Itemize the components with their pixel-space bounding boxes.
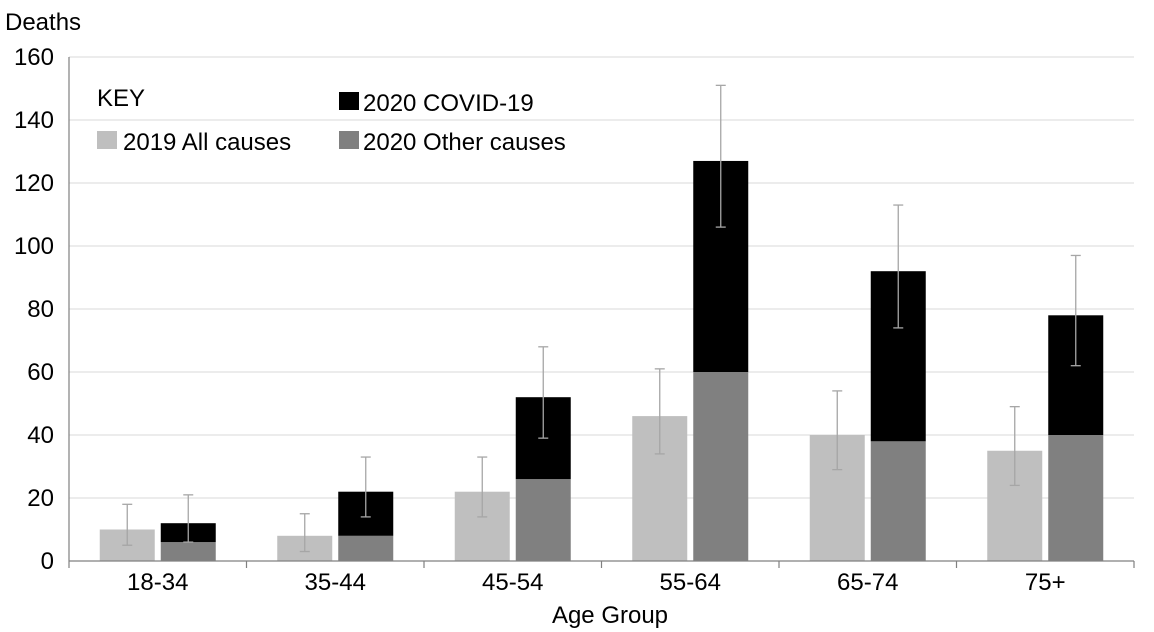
error-bar (715, 84, 726, 228)
error-bars (122, 84, 1081, 553)
legend-label: 2020 Other causes (363, 129, 566, 156)
error-bar (1070, 254, 1081, 367)
x-axis-label: Age Group (552, 602, 668, 629)
y-tick-label: 0 (41, 548, 54, 575)
x-tick-labels: 18-34 35-44 45-54 55-64 65-74 75+ (127, 569, 1066, 596)
x-tick-label: 45-54 (482, 569, 543, 596)
error-bar (1009, 405, 1020, 487)
error-bar (122, 503, 133, 546)
legend-item: 2020 COVID-19 (339, 90, 534, 117)
legend-item: 2019 All causes (97, 129, 291, 156)
axes (68, 57, 1135, 568)
error-bar (893, 204, 904, 329)
legend-label: 2020 COVID-19 (363, 90, 534, 117)
legend-swatch (339, 92, 359, 110)
y-axis-label: Deaths (5, 9, 81, 36)
y-tick-label: 100 (14, 233, 54, 260)
legend-title: KEY (97, 85, 145, 112)
bar-2020-other-causes (515, 479, 571, 561)
x-tick-label: 65-74 (837, 569, 898, 596)
y-tick-label: 160 (14, 44, 54, 71)
legend-swatch (339, 131, 359, 149)
x-tick-label: 18-34 (127, 569, 188, 596)
y-tick-label: 40 (27, 422, 54, 449)
bar-2020-other-causes (338, 535, 394, 561)
y-tick-labels: 0 20 40 60 80 100 120 140 160 (14, 44, 54, 575)
error-bar (832, 390, 843, 471)
error-bar (360, 456, 371, 518)
bars (99, 160, 1104, 561)
bar-2020-other-causes (160, 542, 216, 561)
legend-item: 2020 Other causes (339, 129, 566, 156)
error-bar (654, 368, 665, 455)
error-bar (538, 346, 549, 439)
legend: KEY 2020 COVID-19 2019 All causes 2020 Oth… (97, 85, 566, 156)
gridlines (69, 56, 1134, 499)
y-tick-label: 120 (14, 170, 54, 197)
x-tick-label: 75+ (1025, 569, 1066, 596)
error-bar (299, 513, 310, 553)
bar-2020-other-causes (870, 441, 926, 561)
y-tick-label: 140 (14, 107, 54, 134)
legend-swatch (97, 131, 117, 149)
y-tick-label: 20 (27, 485, 54, 512)
x-tick-label: 35-44 (305, 569, 366, 596)
y-tick-label: 60 (27, 359, 54, 386)
error-bar (183, 494, 194, 543)
x-tick-label: 55-64 (660, 569, 721, 596)
error-bar (477, 456, 488, 518)
y-tick-label: 80 (27, 296, 54, 323)
bar-2020-other-causes (1048, 435, 1104, 561)
bar-2020-other-causes (693, 372, 749, 561)
legend-label: 2019 All causes (123, 129, 291, 156)
